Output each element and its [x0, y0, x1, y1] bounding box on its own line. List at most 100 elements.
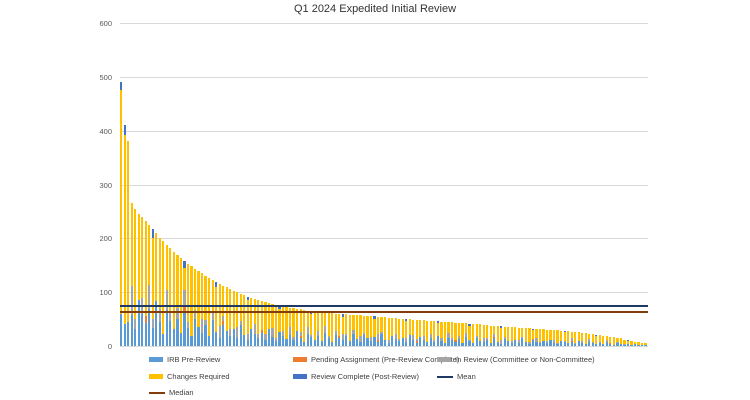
bar-segment [183, 312, 186, 346]
bar-segment [211, 311, 214, 320]
stacked-bar [317, 311, 320, 346]
gridline [120, 130, 648, 132]
bar-segment [341, 333, 344, 341]
bar-segment [454, 322, 457, 341]
bar-segment [281, 335, 285, 346]
bar-segment [229, 328, 232, 336]
stacked-bar [394, 318, 397, 346]
bar-segment [422, 336, 425, 340]
bar-segment [197, 327, 200, 346]
bar-segment [172, 328, 175, 346]
stacked-bar [380, 316, 383, 346]
bar-segment [524, 328, 527, 343]
bar-segment [288, 307, 292, 328]
bar-segment [281, 306, 285, 331]
bar-segment [183, 267, 186, 291]
stacked-bar [588, 333, 591, 346]
bar-segment [493, 334, 496, 337]
bar-segment [303, 309, 306, 342]
bar-segment [366, 338, 369, 346]
bar-segment [560, 340, 563, 346]
bar-segment [464, 336, 468, 346]
gridline [120, 184, 648, 186]
bar-segment [570, 331, 573, 338]
stacked-bar [257, 299, 260, 346]
bar-segment [443, 321, 447, 344]
bar-segment [306, 310, 309, 327]
bar-segment [457, 339, 461, 346]
bar-segment [222, 285, 225, 317]
bar-segment [401, 318, 404, 338]
stacked-bar [447, 322, 450, 346]
bar-segment [517, 339, 520, 344]
stacked-bar [419, 320, 422, 346]
bar-segment [609, 343, 612, 346]
bar-segment [528, 328, 531, 342]
stacked-bar [281, 306, 285, 346]
bar-segment [507, 326, 510, 342]
stacked-bar [401, 318, 404, 346]
bar-segment [598, 342, 601, 346]
bar-segment [257, 334, 260, 338]
bar-segment [306, 326, 309, 334]
bar-segment [626, 340, 630, 344]
bar-segment [538, 341, 542, 343]
bar-segment [169, 248, 172, 314]
bar-segment [165, 244, 168, 291]
stacked-bar [637, 342, 640, 346]
bar-segment [158, 322, 161, 346]
bar-segment [489, 342, 492, 346]
y-tick-label: 300 [99, 180, 112, 190]
stacked-bar [236, 292, 239, 346]
stacked-bar [320, 312, 323, 346]
stacked-bar [158, 238, 161, 346]
bar-segment [479, 324, 482, 341]
stacked-bar [355, 315, 359, 346]
bar-segment [626, 344, 630, 346]
bar-segment [619, 338, 623, 344]
bar-segment [288, 334, 292, 346]
bar-segment [412, 340, 415, 346]
bar-segment [281, 330, 285, 336]
stacked-bar [384, 317, 387, 346]
bar-segment [359, 336, 362, 343]
stacked-bar [633, 341, 637, 346]
bar-segment [633, 344, 637, 346]
legend-swatch [149, 374, 163, 379]
bar-segment [588, 339, 591, 342]
gridline [120, 238, 648, 240]
gridline [120, 76, 648, 78]
bar-segment [412, 334, 415, 341]
bar-segment [169, 321, 172, 346]
bar-segment [612, 337, 615, 345]
bar-segment [127, 141, 130, 322]
bar-segment [208, 335, 211, 346]
stacked-bar [376, 316, 380, 346]
bar-segment [215, 287, 218, 333]
stacked-bar [211, 279, 214, 346]
legend-swatch [149, 357, 163, 362]
bar-segment [461, 323, 464, 343]
bar-segment [208, 277, 211, 336]
stacked-bar [496, 326, 499, 346]
legend-item: IRB Pre-Review [149, 355, 220, 364]
stacked-bar [517, 327, 520, 346]
bar-segment [264, 339, 267, 346]
stacked-bar [422, 320, 425, 346]
bar-segment [545, 341, 549, 344]
bar-segment [454, 341, 457, 346]
bar-segment [581, 342, 584, 346]
plot-area [120, 23, 648, 347]
bar-segment [331, 313, 334, 343]
bar-segment [598, 335, 601, 342]
stacked-bar [292, 308, 295, 346]
stacked-bar [549, 329, 552, 346]
bar-segment [123, 324, 126, 346]
bar-segment [338, 313, 341, 336]
bar-segment [376, 334, 380, 341]
stacked-bar [387, 317, 390, 346]
bar-segment [429, 320, 432, 334]
bar-segment [415, 339, 418, 342]
bar-segment [179, 332, 183, 346]
bar-segment [574, 343, 577, 346]
